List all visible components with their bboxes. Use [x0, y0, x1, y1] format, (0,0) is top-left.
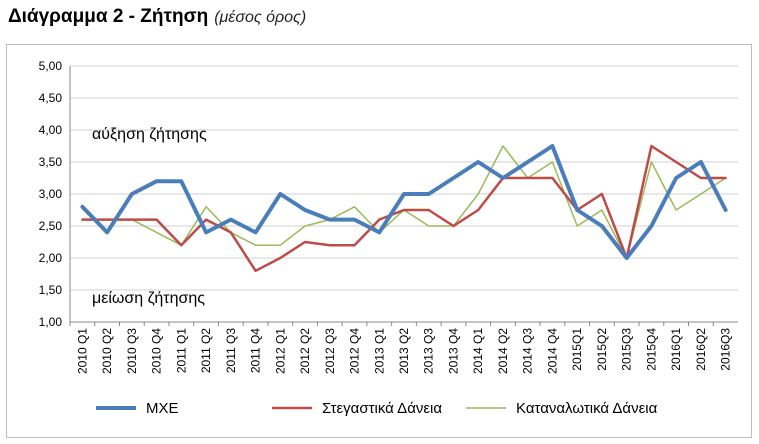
x-tick-label: 2016Q2 — [694, 328, 708, 371]
y-tick-label: 2,50 — [39, 219, 63, 233]
y-tick-label: 3,00 — [39, 187, 63, 201]
x-tick-label: 2015Q4 — [644, 328, 658, 371]
y-tick-label: 5,00 — [39, 59, 63, 73]
x-tick-label: 2010 Q2 — [100, 328, 114, 374]
x-tick-label: 2012 Q4 — [348, 328, 362, 374]
chart-title: Διάγραμμα 2 - Ζήτηση — [8, 6, 209, 27]
y-tick-label: 4,50 — [39, 91, 63, 105]
x-tick-label: 2011 Q1 — [174, 328, 188, 373]
x-tick-label: 2010 Q1 — [75, 328, 89, 374]
annotation-decrease: μείωση ζήτησης — [92, 290, 205, 307]
x-tick-label: 2013 Q3 — [422, 328, 436, 374]
x-tick-label: 2014 Q1 — [471, 328, 485, 374]
series-line-1 — [81, 144, 727, 273]
x-tick-label: 2014 Q2 — [496, 328, 510, 374]
x-tick-label: 2013 Q2 — [397, 328, 411, 374]
legend-label: Στεγαστικά Δάνεια — [322, 400, 442, 417]
legend: ΜΧΕ Στεγαστικά Δάνεια Καταναλωτικά Δάνεια — [96, 400, 658, 417]
y-tick-label: 3,50 — [39, 155, 63, 169]
x-tick-label: 2013 Q4 — [446, 328, 460, 374]
chart-subtitle: (μέσος όρος) — [214, 9, 307, 26]
x-tick-label: 2012 Q1 — [273, 328, 287, 374]
x-tick-label: 2011 Q4 — [249, 328, 263, 373]
x-tick-label: 2015Q3 — [620, 328, 634, 371]
x-tick-label: 2012 Q2 — [298, 328, 312, 374]
x-tick-label: 2013 Q1 — [372, 328, 386, 374]
y-tick-label: 1,00 — [39, 315, 63, 329]
legend-label: ΜΧΕ — [146, 400, 179, 417]
x-tick-label: 2015Q2 — [595, 328, 609, 371]
annotation-increase: αύξηση ζήτησης — [92, 126, 207, 143]
x-tick-label: 2016Q3 — [719, 328, 733, 371]
y-tick-label: 2,00 — [39, 251, 63, 265]
x-tick-label: 2012 Q3 — [323, 328, 337, 374]
y-axis-tick-labels: 1,00 1,50 2,00 2,50 3,00 3,50 4,00 4,50 5,00 — [39, 59, 63, 329]
x-tick-label: 2014 Q4 — [545, 328, 559, 374]
gridlines — [69, 65, 738, 326]
x-tick-label: 2011 Q2 — [199, 328, 213, 373]
x-tick-label: 2011 Q3 — [224, 328, 238, 373]
x-tick-label: 2015Q1 — [570, 328, 584, 371]
chart-title-block: Διάγραμμα 2 - Ζήτηση (μέσος όρος) — [8, 6, 306, 28]
x-tick-label: 2010 Q3 — [125, 328, 139, 374]
chart-frame — [6, 44, 752, 438]
y-tick-label: 1,50 — [39, 283, 63, 297]
legend-label: Καταναλωτικά Δάνεια — [516, 400, 658, 417]
series-line-0 — [80, 144, 728, 260]
series-lines — [80, 144, 728, 273]
x-axis-tick-labels: 2010 Q1 2010 Q2 2010 Q3 2010 Q4 2011 Q1 2011 … — [75, 328, 732, 374]
x-tick-label: 2014 Q3 — [521, 328, 535, 374]
y-tick-label: 4,00 — [39, 123, 63, 137]
x-tick-label: 2010 Q4 — [150, 328, 164, 374]
x-tick-label: 2016Q1 — [669, 328, 683, 371]
